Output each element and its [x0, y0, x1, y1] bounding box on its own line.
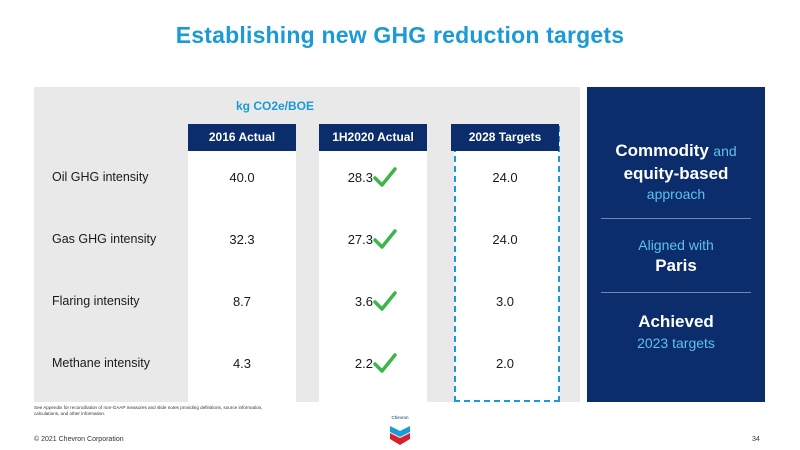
check-icon	[373, 353, 397, 373]
check-icon	[373, 167, 397, 187]
cell-oil-2020: 28.3	[319, 165, 427, 191]
targets-dashed-box	[454, 126, 560, 402]
cell-gas-2020-value: 27.3	[347, 232, 373, 247]
cell-flaring-2020: 3.6	[319, 289, 427, 315]
row-label-methane: Methane intensity	[52, 356, 150, 370]
side-aligned-text: Aligned with	[638, 237, 714, 253]
cell-methane-2020: 2.2	[319, 351, 427, 377]
check-icon	[373, 291, 397, 311]
column-header-2016: 2016 Actual	[188, 124, 296, 151]
cell-flaring-2028: 3.0	[495, 294, 515, 309]
side-block-paris: Aligned with Paris	[587, 235, 765, 277]
cell-gas-2028: 24.0	[492, 232, 518, 247]
side-targets-text: 2023 targets	[637, 335, 715, 351]
logo-text: Chevron	[391, 415, 409, 420]
side-achieved-text: Achieved	[638, 312, 714, 331]
cell-methane-2016: 4.3	[232, 356, 252, 371]
side-block-approach: Commodity and equity-based approach	[587, 140, 765, 203]
row-label-flaring: Flaring intensity	[52, 294, 140, 308]
copyright: © 2021 Chevron Corporation	[34, 436, 124, 443]
cell-methane-2028: 2.0	[495, 356, 515, 371]
side-block-achieved: Achieved 2023 targets	[587, 311, 765, 353]
side-commodity-text: Commodity	[615, 141, 709, 160]
row-label-oil: Oil GHG intensity	[52, 170, 149, 184]
side-divider-2	[601, 292, 751, 293]
cell-oil-2016: 40.0	[229, 170, 255, 185]
cell-gas-2016: 32.3	[229, 232, 255, 247]
column-2016-background	[188, 124, 296, 402]
column-header-2028: 2028 Targets	[451, 124, 559, 151]
footnote: See Appendix for reconciliation of non-G…	[34, 405, 263, 416]
cell-flaring-2016: 8.7	[232, 294, 252, 309]
side-and-text: and	[713, 143, 737, 159]
cell-gas-2020: 27.3	[319, 227, 427, 253]
cell-methane-2020-value: 2.2	[354, 356, 373, 371]
side-panel: Commodity and equity-based approach Alig…	[587, 87, 765, 402]
chevron-logo-icon	[390, 426, 410, 445]
cell-oil-2028: 24.0	[492, 170, 518, 185]
check-icon	[373, 229, 397, 249]
side-paris-text: Paris	[655, 256, 697, 275]
page-title: Establishing new GHG reduction targets	[175, 22, 625, 48]
unit-label: kg CO2e/BOE	[236, 99, 315, 113]
side-approach-text: approach	[646, 186, 706, 202]
side-divider-1	[601, 218, 751, 219]
side-equity-text: equity-based	[623, 164, 729, 183]
column-header-1h2020: 1H2020 Actual	[319, 124, 427, 151]
column-2020-background	[319, 124, 427, 402]
cell-oil-2020-value: 28.3	[347, 170, 373, 185]
cell-flaring-2020-value: 3.6	[354, 294, 373, 309]
page-number: 34	[752, 436, 760, 443]
row-label-gas: Gas GHG intensity	[52, 232, 157, 246]
